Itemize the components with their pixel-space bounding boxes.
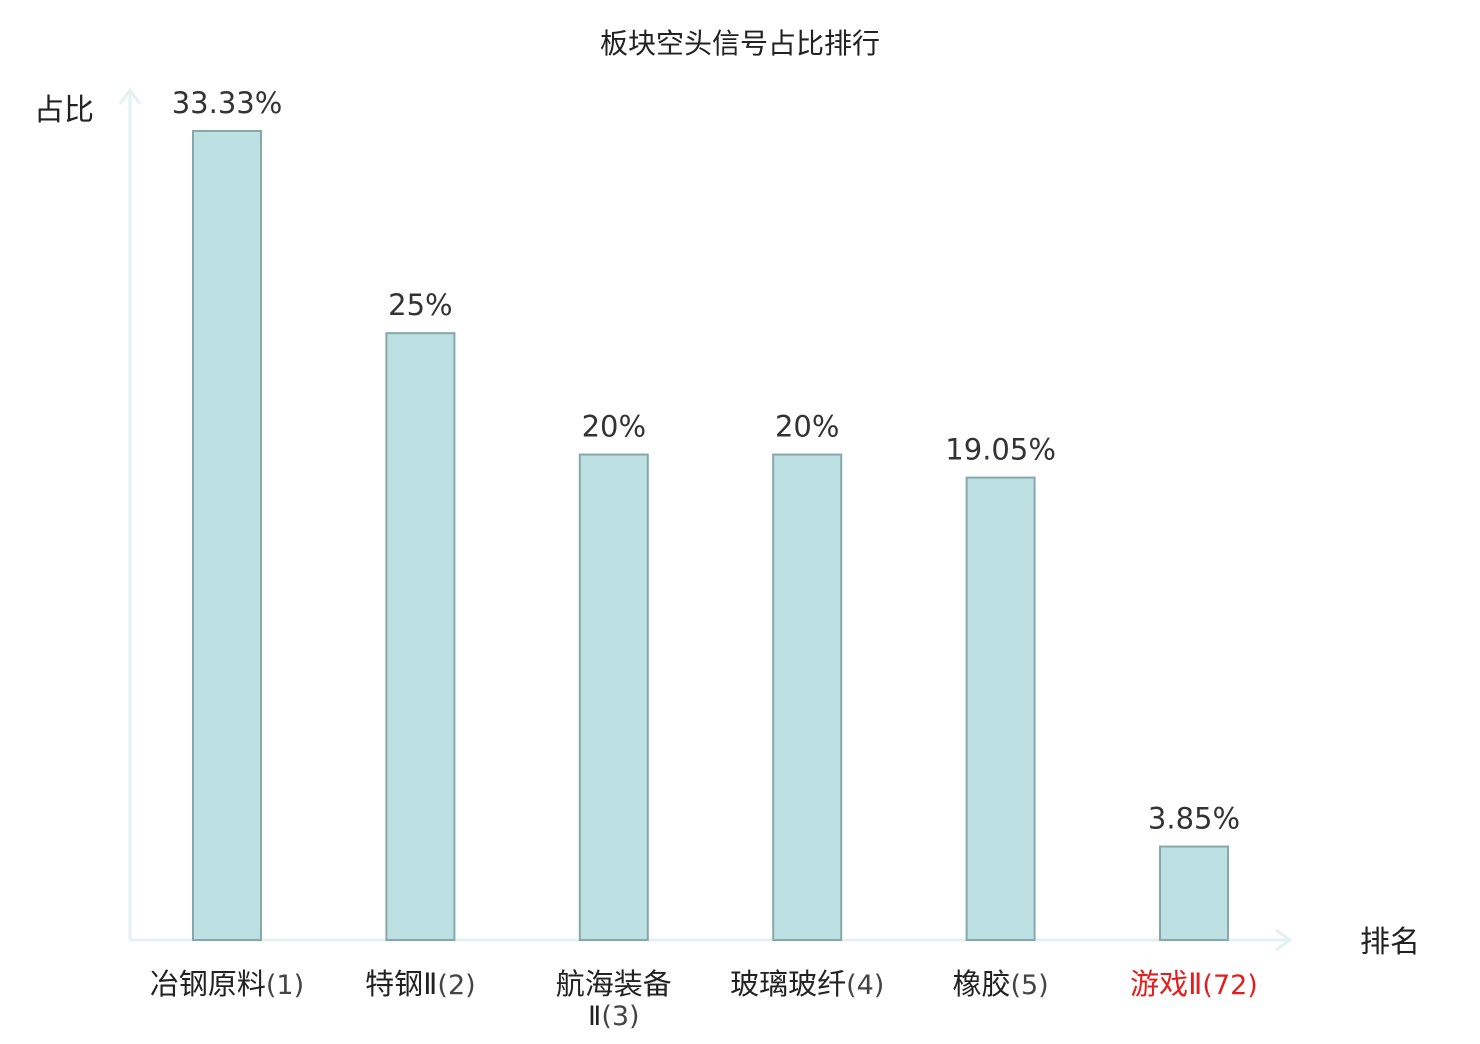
y-axis-arrow-icon xyxy=(118,87,142,105)
y-axis-label: 占比 xyxy=(34,93,94,128)
bars-group xyxy=(192,130,1229,941)
category-label: 航海装备 xyxy=(556,967,672,1001)
x-axis-arrow-icon xyxy=(1275,928,1293,952)
bar xyxy=(385,332,456,941)
bar xyxy=(192,130,262,941)
chart-title: 板块空头信号占比排行 xyxy=(600,27,880,60)
bar-value-label: 33.33% xyxy=(172,86,283,120)
bar xyxy=(1159,845,1229,941)
bar xyxy=(772,453,843,941)
bar-value-label: 19.05% xyxy=(945,433,1056,467)
bar xyxy=(578,453,649,941)
value-labels-group: 33.33% 25% 20% 20% 19.05% 3.85% xyxy=(172,86,1240,836)
bar-value-label: 25% xyxy=(388,288,452,322)
x-axis-label: 排名 xyxy=(1360,925,1420,960)
bar-value-label: 3.85% xyxy=(1148,802,1240,836)
bar-value-label: 20% xyxy=(775,410,839,444)
category-label: 特钢Ⅱ(2) xyxy=(365,967,476,1001)
bar xyxy=(965,476,1036,941)
category-label: 橡胶(5) xyxy=(952,967,1048,1001)
category-label: 冶钢原料(1) xyxy=(150,967,304,1001)
category-label: 玻璃玻纤(4) xyxy=(730,967,884,1001)
axes xyxy=(118,87,1293,952)
category-label: 游戏Ⅱ(72) xyxy=(1130,967,1258,1001)
bar-value-label: 20% xyxy=(582,410,646,444)
category-label: Ⅱ(3) xyxy=(588,1001,640,1032)
